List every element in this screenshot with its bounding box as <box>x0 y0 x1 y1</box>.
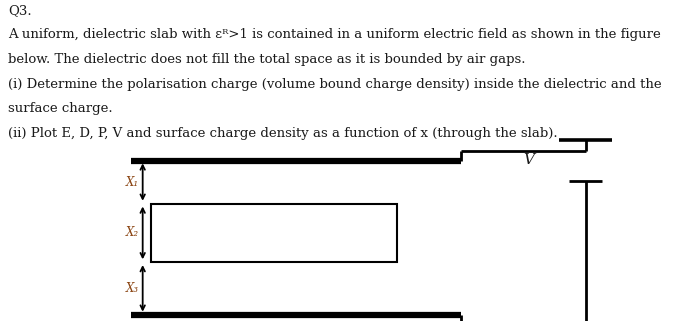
Text: A uniform, dielectric slab with εᴿ>1 is contained in a uniform electric field as: A uniform, dielectric slab with εᴿ>1 is … <box>8 28 661 41</box>
Text: V: V <box>523 153 534 168</box>
Text: Q3.: Q3. <box>8 4 32 17</box>
Text: (i) Determine the polarisation charge (volume bound charge density) inside the d: (i) Determine the polarisation charge (v… <box>8 78 662 91</box>
Text: (ii) Plot E, D, P, V and surface charge density as a function of x (through the : (ii) Plot E, D, P, V and surface charge … <box>8 127 558 140</box>
Text: below. The dielectric does not fill the total space as it is bounded by air gaps: below. The dielectric does not fill the … <box>8 53 526 66</box>
Text: X₁: X₁ <box>126 176 139 188</box>
Text: surface charge.: surface charge. <box>8 102 112 116</box>
Text: X₂: X₂ <box>126 226 139 239</box>
Text: X₃: X₃ <box>126 282 139 295</box>
Bar <box>151 204 397 262</box>
